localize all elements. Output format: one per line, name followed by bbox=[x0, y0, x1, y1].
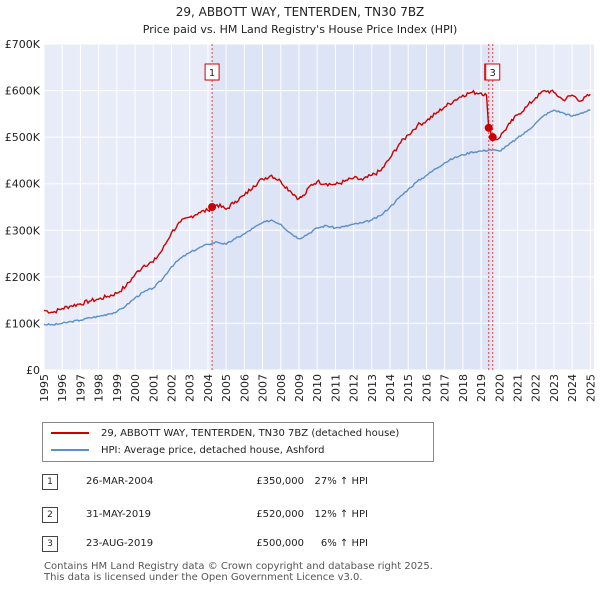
x-tick-label: 2003 bbox=[184, 374, 197, 402]
x-tick-label: 2005 bbox=[220, 374, 233, 402]
x-tick-label: 2004 bbox=[202, 374, 215, 402]
transaction-price: £520,000 bbox=[256, 509, 304, 520]
transaction-label-box bbox=[204, 63, 220, 81]
y-tick-label: £300K bbox=[5, 224, 41, 237]
transaction-point bbox=[488, 133, 497, 142]
transaction-date: 23-AUG-2019 bbox=[86, 538, 154, 549]
transaction-hpi-change: 12% ↑ HPI bbox=[314, 509, 368, 520]
transaction-hpi-change: 6% ↑ HPI bbox=[320, 538, 368, 549]
transaction-price: £500,000 bbox=[256, 538, 304, 549]
x-tick-label: 2023 bbox=[548, 374, 561, 402]
x-tick-label: 2009 bbox=[293, 374, 306, 402]
transaction-label: 3 bbox=[490, 68, 496, 79]
y-tick-label: £700K bbox=[5, 38, 41, 51]
x-tick-label: 1997 bbox=[74, 374, 87, 402]
legend-label-property: 29, ABBOTT WAY, TENTERDEN, TN30 7BZ (det… bbox=[101, 428, 400, 439]
transaction-label: 1 bbox=[209, 68, 215, 79]
x-tick-label: 1998 bbox=[93, 374, 106, 402]
transaction-point bbox=[208, 203, 217, 211]
x-tick-label: 2017 bbox=[439, 374, 452, 402]
x-tick-label: 2022 bbox=[530, 374, 543, 402]
legend-item-hpi: HPI: Average price, detached house, Ashf… bbox=[51, 443, 324, 459]
x-tick-label: 1995 bbox=[38, 374, 51, 402]
price-chart: 29, ABBOTT WAY, TENTERDEN, TN30 7BZ Pric… bbox=[5, 5, 598, 402]
transaction-price: £350,000 bbox=[256, 476, 304, 487]
y-tick-label: £200K bbox=[5, 271, 41, 284]
transaction-hpi-change: 27% ↑ HPI bbox=[314, 476, 368, 487]
chart-subtitle: Price paid vs. HM Land Registry's House … bbox=[143, 23, 458, 36]
series-line-property bbox=[43, 89, 591, 314]
series-line-hpi bbox=[43, 109, 591, 326]
transaction-number: 3 bbox=[42, 536, 58, 552]
y-tick-label: £100K bbox=[5, 317, 41, 330]
x-tick-label: 1999 bbox=[111, 374, 124, 402]
transaction-date: 31-MAY-2019 bbox=[86, 509, 152, 520]
x-tick-label: 2010 bbox=[311, 374, 324, 402]
x-tick-label: 2007 bbox=[257, 374, 270, 402]
transaction-number: 2 bbox=[42, 507, 58, 523]
x-tick-label: 2015 bbox=[402, 374, 415, 402]
x-tick-label: 2016 bbox=[420, 374, 433, 402]
y-tick-label: £0 bbox=[26, 364, 40, 377]
ownership-shaded-region bbox=[212, 44, 493, 370]
transaction-label-box bbox=[485, 63, 501, 81]
x-tick-label: 2019 bbox=[475, 374, 488, 402]
legend-item-property: 29, ABBOTT WAY, TENTERDEN, TN30 7BZ (det… bbox=[51, 426, 399, 442]
x-tick-label: 2008 bbox=[275, 374, 288, 402]
legend-swatch-hpi bbox=[51, 449, 89, 451]
y-tick-label: £400K bbox=[5, 178, 41, 191]
x-tick-label: 2000 bbox=[129, 374, 142, 402]
legend-label-hpi: HPI: Average price, detached house, Ashf… bbox=[101, 445, 325, 456]
x-tick-label: 2018 bbox=[457, 374, 470, 402]
x-tick-label: 2012 bbox=[348, 374, 361, 402]
legend-swatch-property bbox=[51, 432, 89, 434]
x-tick-label: 2011 bbox=[329, 374, 342, 402]
x-tick-label: 2002 bbox=[165, 374, 178, 402]
x-tick-label: 1996 bbox=[56, 374, 69, 402]
x-tick-label: 2025 bbox=[584, 374, 597, 402]
chart-title: 29, ABBOTT WAY, TENTERDEN, TN30 7BZ bbox=[176, 5, 425, 19]
x-tick-label: 2020 bbox=[493, 374, 506, 402]
x-tick-label: 2014 bbox=[384, 374, 397, 402]
x-tick-label: 2006 bbox=[238, 374, 251, 402]
x-tick-label: 2001 bbox=[147, 374, 160, 402]
x-tick-label: 2013 bbox=[366, 374, 379, 402]
transaction-point bbox=[484, 123, 493, 132]
footer-attribution: Contains HM Land Registry data © Crown c… bbox=[44, 561, 433, 583]
y-tick-label: £500K bbox=[5, 131, 41, 144]
x-tick-label: 2024 bbox=[566, 374, 579, 402]
footer-line: This data is licensed under the Open Gov… bbox=[44, 572, 363, 583]
transaction-number: 1 bbox=[42, 474, 58, 490]
transaction-date: 26-MAR-2004 bbox=[86, 476, 154, 487]
y-tick-label: £600K bbox=[5, 85, 41, 98]
legend: 29, ABBOTT WAY, TENTERDEN, TN30 7BZ (det… bbox=[42, 422, 434, 462]
footer-line: Contains HM Land Registry data © Crown c… bbox=[44, 561, 433, 572]
x-tick-label: 2021 bbox=[512, 374, 525, 402]
